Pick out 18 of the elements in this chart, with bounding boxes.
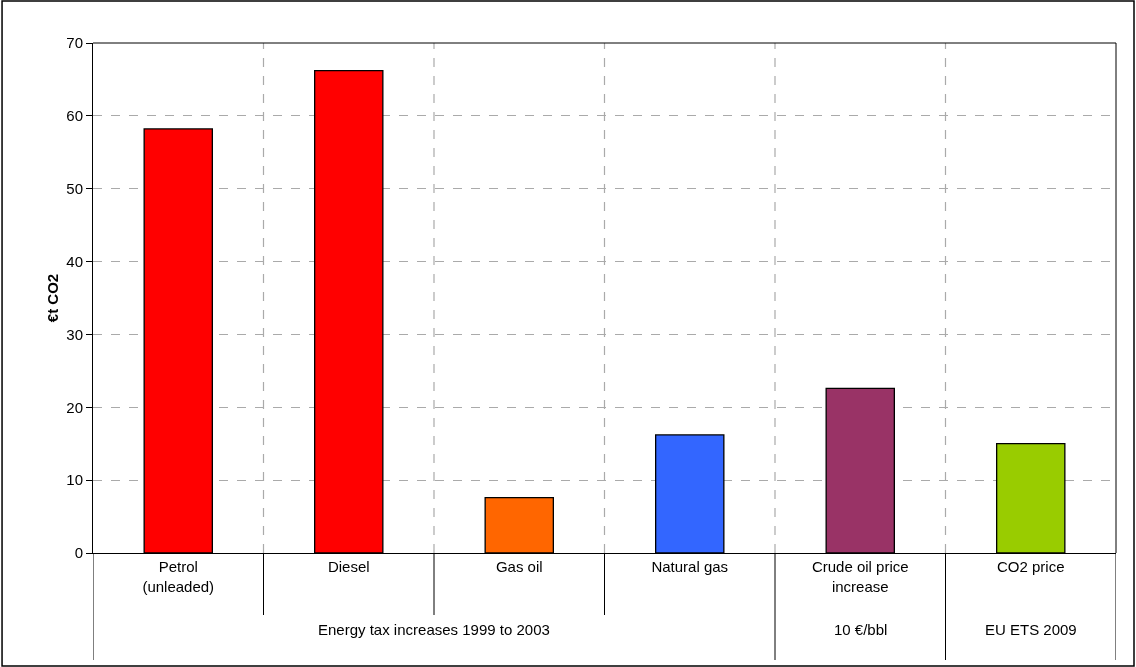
- x-tick-label: Crude oil price increase: [811, 558, 909, 595]
- x-tick-label: Diesel: [327, 558, 370, 575]
- y-tick-label: 30: [66, 325, 83, 343]
- x-tick-label: Petrol (unleaded): [142, 558, 215, 595]
- y-tick-label: 40: [66, 252, 83, 270]
- y-tick-label: 70: [66, 34, 83, 52]
- text: EU ETS 2009: [985, 621, 1077, 638]
- text: 10 €/bbl: [834, 621, 888, 638]
- y-tick-label: 60: [66, 107, 83, 125]
- y-axis-title: €t CO2: [43, 273, 61, 323]
- x-tick-label: Natural gas: [651, 558, 729, 575]
- x-tick-label: CO2 price: [996, 558, 1065, 575]
- x-tick-label: Gas oil: [495, 558, 543, 575]
- y-tick-label: 0: [74, 544, 83, 562]
- text: Energy tax increases 1999 to 2003: [318, 621, 550, 638]
- y-tick-label: 20: [66, 398, 83, 416]
- y-tick-label: 50: [66, 179, 83, 197]
- y-tick-label: 10: [66, 471, 83, 489]
